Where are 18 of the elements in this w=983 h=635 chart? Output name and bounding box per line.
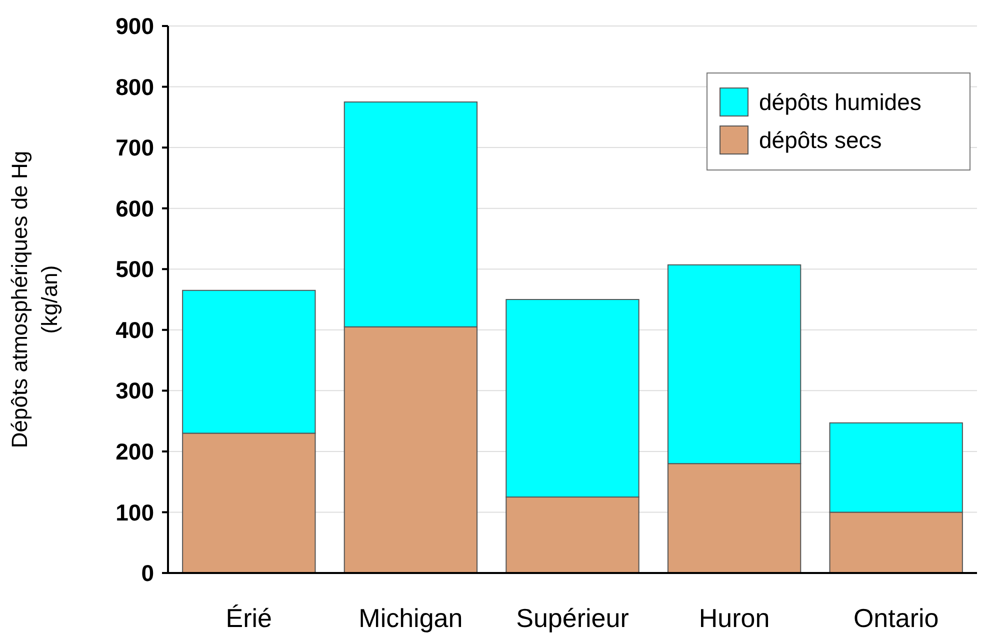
- y-tick-label: 800: [116, 74, 154, 100]
- y-tick-label: 0: [141, 560, 154, 586]
- y-tick-label: 200: [116, 438, 154, 464]
- y-tick-label: 100: [116, 499, 154, 526]
- legend-label: dépôts secs: [759, 127, 882, 154]
- x-tick-label: Michigan: [358, 603, 463, 633]
- y-tick-label: 700: [116, 134, 154, 161]
- y-tick-label: 300: [116, 378, 154, 404]
- x-tick-label: Ontario: [853, 603, 939, 633]
- y-tick-label: 500: [116, 256, 154, 282]
- y-axis-title: Dépôts atmosphériques de Hg (kg/an): [7, 150, 62, 448]
- y-tick-label: 900: [116, 13, 154, 40]
- legend-label: dépôts humides: [759, 89, 922, 116]
- y-tick-label: 600: [116, 195, 154, 222]
- y-tick-label: 400: [116, 316, 154, 343]
- x-tick-label: Érié: [226, 603, 272, 633]
- x-tick-label: Huron: [698, 603, 770, 633]
- x-tick-label: Supérieur: [516, 603, 630, 633]
